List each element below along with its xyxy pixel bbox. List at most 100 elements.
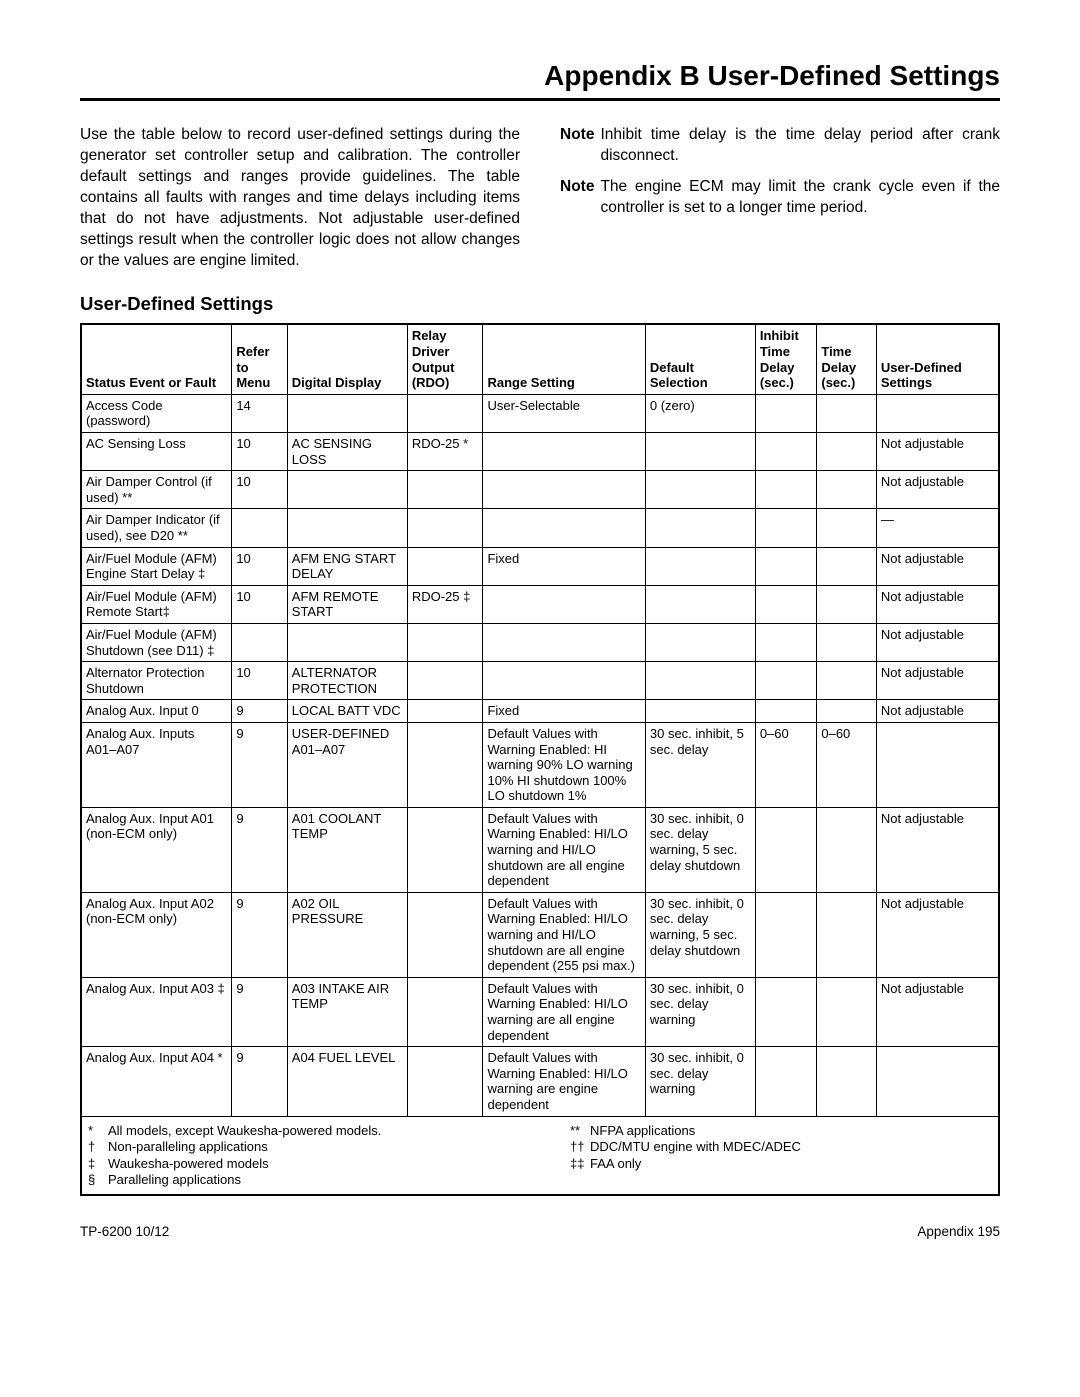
cell-disp: A04 FUEL LEVEL [287,1047,407,1116]
table-head: Status Event or Fault Refer to Menu Digi… [81,324,999,394]
th-time: Time Delay (sec.) [817,324,877,394]
th-user: User-Defined Settings [876,324,999,394]
cell-disp: AFM REMOTE START [287,585,407,623]
cell-rdo [407,807,483,892]
cell-user: Not adjustable [876,892,999,977]
cell-inhibit [755,1047,817,1116]
cell-range [483,471,645,509]
cell-default: 30 sec. inhibit, 0 sec. delay warning [645,1047,755,1116]
cell-user [876,722,999,807]
cell-rdo [407,722,483,807]
cell-disp [287,509,407,547]
cell-range: Default Values with Warning Enabled: HI … [483,722,645,807]
cell-menu: 9 [232,807,287,892]
note-body: Inhibit time delay is the time delay per… [600,125,1000,167]
cell-rdo: RDO-25 * [407,433,483,471]
cell-range: Fixed [483,547,645,585]
table-row: Analog Aux. Input A02 (non-ECM only)9A02… [81,892,999,977]
note-label: Note [560,177,594,219]
page-title: Appendix B User-Defined Settings [80,60,1000,101]
cell-status: AC Sensing Loss [81,433,232,471]
cell-user: Not adjustable [876,662,999,700]
cell-rdo [407,892,483,977]
cell-status: Air/Fuel Module (AFM) Remote Start‡ [81,585,232,623]
cell-menu: 9 [232,1047,287,1116]
footer-left: TP-6200 10/12 [80,1224,169,1239]
cell-disp: A03 INTAKE AIR TEMP [287,977,407,1046]
note-1: Note Inhibit time delay is the time dela… [560,125,1000,167]
cell-disp [287,623,407,661]
th-range: Range Setting [483,324,645,394]
cell-inhibit [755,585,817,623]
note-body: The engine ECM may limit the crank cycle… [600,177,1000,219]
cell-time [817,433,877,471]
cell-status: Air/Fuel Module (AFM) Shutdown (see D11)… [81,623,232,661]
cell-default [645,509,755,547]
footnote-item: ††DDC/MTU engine with MDEC/ADEC [570,1139,992,1155]
cell-rdo [407,977,483,1046]
cell-disp: USER-DEFINED A01–A07 [287,722,407,807]
cell-user: Not adjustable [876,977,999,1046]
cell-user: Not adjustable [876,433,999,471]
footnote-item: *All models, except Waukesha-powered mod… [88,1123,510,1139]
note-label: Note [560,125,594,167]
cell-inhibit [755,623,817,661]
cell-disp: AFM ENG START DELAY [287,547,407,585]
cell-rdo [407,700,483,723]
cell-inhibit [755,807,817,892]
cell-time [817,547,877,585]
cell-status: Analog Aux. Input A01 (non-ECM only) [81,807,232,892]
cell-range: Fixed [483,700,645,723]
cell-time [817,509,877,547]
cell-status: Analog Aux. Input 0 [81,700,232,723]
table-row: Access Code (password)14User-Selectable0… [81,394,999,432]
cell-rdo [407,547,483,585]
cell-disp: LOCAL BATT VDC [287,700,407,723]
table-row: Alternator Protection Shutdown10ALTERNAT… [81,662,999,700]
cell-default [645,433,755,471]
footnotes-row: *All models, except Waukesha-powered mod… [81,1116,999,1195]
cell-disp: A01 COOLANT TEMP [287,807,407,892]
cell-range: User-Selectable [483,394,645,432]
cell-status: Access Code (password) [81,394,232,432]
cell-status: Alternator Protection Shutdown [81,662,232,700]
cell-inhibit [755,662,817,700]
cell-time [817,585,877,623]
cell-inhibit [755,433,817,471]
cell-menu: 10 [232,662,287,700]
cell-disp [287,471,407,509]
cell-default [645,700,755,723]
cell-default [645,585,755,623]
cell-status: Analog Aux. Input A04 * [81,1047,232,1116]
cell-range [483,433,645,471]
footer-right: Appendix 195 [917,1224,1000,1239]
cell-menu [232,509,287,547]
cell-disp: A02 OIL PRESSURE [287,892,407,977]
table-body: Access Code (password)14User-Selectable0… [81,394,999,1116]
cell-range: Default Values with Warning Enabled: HI/… [483,1047,645,1116]
cell-inhibit [755,509,817,547]
cell-time [817,394,877,432]
cell-menu: 10 [232,471,287,509]
table-row: Air/Fuel Module (AFM) Engine Start Delay… [81,547,999,585]
cell-default: 0 (zero) [645,394,755,432]
cell-rdo [407,662,483,700]
cell-time [817,892,877,977]
footnote-item: †Non-paralleling applications [88,1139,510,1155]
cell-time [817,662,877,700]
cell-range: Default Values with Warning Enabled: HI/… [483,807,645,892]
intro-notes: Note Inhibit time delay is the time dela… [560,125,1000,271]
cell-inhibit [755,394,817,432]
cell-time [817,623,877,661]
cell-rdo: RDO-25 ‡ [407,585,483,623]
table-row: Air Damper Control (if used) **10Not adj… [81,471,999,509]
cell-default: 30 sec. inhibit, 0 sec. delay warning [645,977,755,1046]
cell-menu: 9 [232,977,287,1046]
footnotes-left: *All models, except Waukesha-powered mod… [88,1122,510,1189]
table-row: Analog Aux. Input A03 ‡9A03 INTAKE AIR T… [81,977,999,1046]
section-heading: User-Defined Settings [80,293,1000,315]
footnote-item: **NFPA applications [570,1123,992,1139]
cell-range: Default Values with Warning Enabled: HI/… [483,977,645,1046]
cell-rdo [407,623,483,661]
cell-user: Not adjustable [876,623,999,661]
